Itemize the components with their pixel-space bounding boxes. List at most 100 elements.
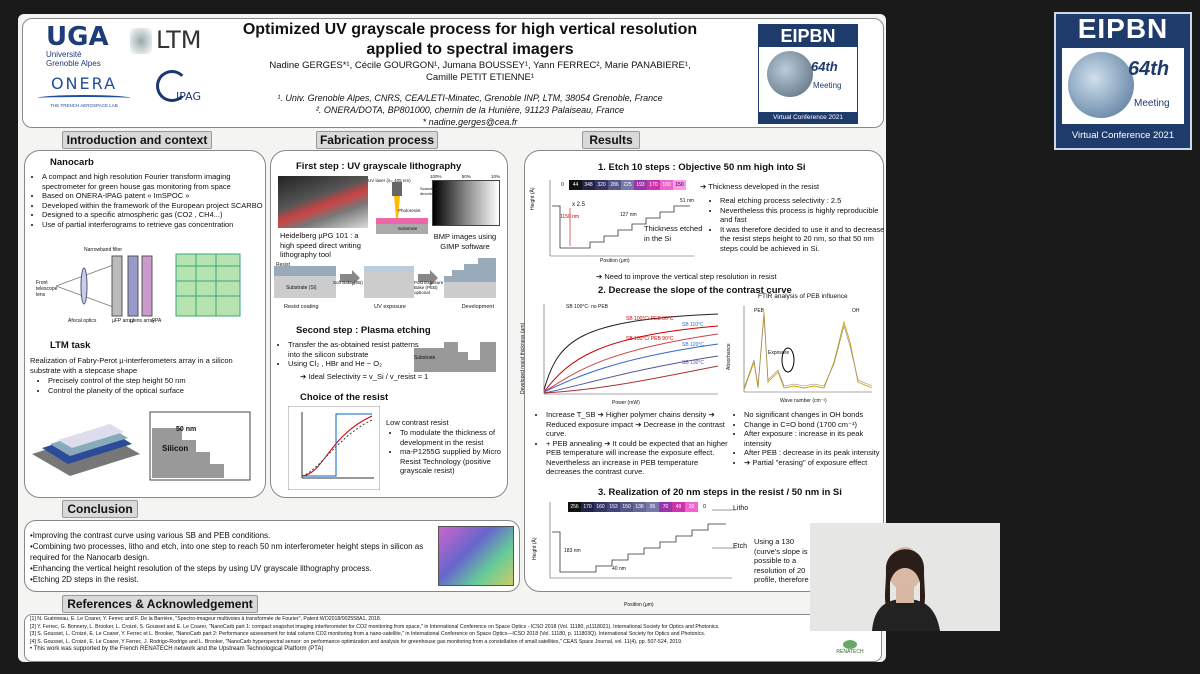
affil-line-2: ². ONERA/DOTA, BP801000, chemin de la Hu…: [315, 105, 625, 115]
section-results-heading: Results: [582, 131, 640, 149]
title-line-1: Optimized UV grayscale process for high …: [242, 21, 698, 38]
r2-right-bullet: After PEB : decrease in its peak intensi…: [744, 448, 890, 458]
resist-choice-heading: Choice of the resist: [300, 392, 389, 403]
r3-chip: 170: [581, 502, 594, 512]
r1-annotation: x 2.5: [572, 202, 586, 208]
r3-text: Using a 130 (curve's slope is possible t…: [754, 537, 809, 584]
contrast-series-figure: [528, 300, 724, 404]
r1-x-axis-label: Position (µm): [600, 258, 630, 264]
section-intro-heading: Introduction and context: [62, 131, 212, 149]
acknowledgement: • This work was supported by the French …: [30, 646, 324, 652]
r1-bullets: Real etching process selectivity : 2.5 N…: [708, 196, 886, 253]
gray-level: 10%: [490, 174, 500, 179]
renatech-mark: [843, 640, 857, 649]
bmp-gradient-image: [432, 180, 500, 226]
globe-icon: [1068, 52, 1134, 118]
globe-icon: [767, 51, 813, 97]
r1-chip: 150: [673, 180, 686, 190]
photoresist-label: Photoresist: [398, 208, 421, 213]
selectivity-formula: ➔ Ideal Selectivity = v_Si / v_resist ≈ …: [300, 372, 429, 381]
r3-profile-figure: [536, 498, 736, 584]
instrument-diagram: [55, 253, 241, 317]
reference-item: [1] N. Guérineau, E. Le Coarer, Y. Ferre…: [30, 616, 382, 622]
r2-left-bullets: Increase T_SB ➔ Higher polymer chains de…: [534, 410, 732, 477]
r3-x-axis-label: Position (µm): [624, 602, 654, 608]
eipbn-poster-logo: EIPBN 64th Meeting Virtual Conference 20…: [758, 24, 858, 124]
ftir-exposure-label: Exposure: [768, 350, 790, 356]
ltm-logo: LTM: [130, 26, 210, 66]
r1-bullet: It was therefore decided to use it and t…: [720, 225, 886, 254]
fig-label-fpa: FPA: [152, 318, 162, 324]
uga-sub2: Grenoble Alpes: [46, 59, 101, 68]
staircase-diagram: [32, 411, 251, 481]
scan-direction-label: Scanning direction: [420, 186, 437, 196]
r1-bullet: Nevertheless this process is highly repr…: [720, 206, 886, 225]
ltm-bullet: Control the planeity of the optical surf…: [48, 386, 268, 396]
r1-chip: 160: [660, 180, 673, 190]
fig-label-nbf: Narrowband filter: [84, 247, 123, 253]
r3-chip: 138: [633, 502, 646, 512]
eipbn-poster-number: 64th: [811, 59, 838, 74]
fig-label-upf: µFP array: [112, 318, 134, 324]
fig-label-front: Front telescope lens: [36, 280, 58, 298]
poster-title: Optimized UV grayscale process for high …: [220, 20, 720, 60]
gray-levels: 100% 50% 10%: [430, 174, 500, 179]
r2-y-axis-label: Developed resist thickness (µm): [520, 322, 526, 394]
ftir-peb-label: PEB: [754, 308, 765, 314]
r1-annotation: 127 nm: [620, 212, 637, 218]
results-r3-heading: 3. Realization of 20 nm steps in the res…: [598, 487, 842, 498]
ltm-bullet: Precisely control of the step height 50 …: [48, 376, 268, 386]
r3-chip: 153: [607, 502, 620, 512]
fab-step2-bullets: Transfer the as-obtained resist patterns…: [276, 340, 428, 369]
conclusion-2d-steps-image: [438, 526, 514, 586]
r1-chip: 225: [621, 180, 634, 190]
fig-label-afocal: Afocal optics: [68, 318, 97, 324]
onera-swoosh: [38, 95, 130, 101]
process-step-labels: Resist coating UV exposure Development: [284, 304, 494, 310]
r2-right-bullet: ➔ Partial "erasing" of exposure effect: [744, 458, 890, 468]
r1-chip: 170: [647, 180, 660, 190]
r3-profile-chart: [549, 502, 736, 579]
step-height-label: 50 nm: [176, 426, 197, 433]
r1-bullet: Real etching process selectivity : 2.5: [720, 196, 886, 206]
eipbn-overlay-logo: EIPBN 64th Meeting Virtual Conference 20…: [1054, 12, 1192, 150]
heidelberg-caption: Heidelberg µPG 101 : a high speed direct…: [280, 231, 361, 259]
nanocarb-instrument-figure: [36, 246, 256, 330]
speaker-video: [810, 523, 1000, 631]
eipbn-overlay-number: 64th: [1128, 58, 1170, 80]
r2-series-label: SB 130°C: [682, 360, 705, 366]
ipag-logo-mark: [156, 70, 188, 102]
r3-chip: 49: [672, 502, 685, 512]
conclusion-item: •Enhancing the vertical height resolutio…: [30, 564, 372, 573]
resist-label: Resist: [276, 262, 290, 268]
r2-left-bullet: + PEB annealing ➔ It could be expected t…: [546, 439, 732, 477]
r1-chip-row: 0 44 348 320 286 225 193 170 160 150: [556, 180, 686, 190]
eipbn-overlay-meeting: Meeting: [1134, 98, 1170, 109]
onera-logo-sub: THE FRENCH AEROSPACE LAB: [50, 103, 118, 108]
r1-chip: 193: [634, 180, 647, 190]
r3-chip: 150: [620, 502, 633, 512]
ltm-bullets: Precisely control of the step height 50 …: [36, 376, 268, 395]
intro-bullet: Based on ONERA-IPAG patent « ImSPOC »: [42, 191, 266, 201]
conclusion-item: •Combining two processes, litho and etch…: [30, 542, 424, 562]
r2-right-bullet: Change in C=O bond (1700 cm⁻¹): [744, 420, 890, 430]
ltm-task-text: Realization of Fabry-Perot µ-interferome…: [30, 356, 233, 375]
eipbn-poster-meeting: Meeting: [813, 81, 842, 90]
conclusion-list: •Improving the contrast curve using vari…: [30, 530, 434, 585]
resist-text: Low contrast resist: [386, 418, 449, 427]
eipbn-poster-footer: Virtual Conference 2021: [759, 112, 857, 123]
ipag-logo-text: IPAG: [176, 90, 202, 103]
resist-bullet: ma-P1255G supplied by Micro Resist Techn…: [400, 447, 514, 476]
reference-item: [4] S. Gousset, L. Croizé, E. Le Coarer,…: [30, 638, 683, 645]
process-step-label: Development: [461, 304, 494, 310]
ftir-chart: [743, 306, 873, 393]
contrast-curve-figure: [287, 405, 381, 491]
intro-bullet: Designed to a specific atmospheric gas (…: [42, 210, 266, 220]
authors-line-2: Camille PETIT ETIENNE¹: [425, 72, 535, 83]
r3-chip: 256: [568, 502, 581, 512]
renatech-text: RENATECH: [836, 649, 864, 655]
eipbn-overlay-name: EIPBN: [1077, 13, 1169, 44]
substrate-fig-label: Substrate: [414, 355, 436, 361]
r1-thickness-label: ➔ Thickness developed in the resist: [700, 182, 820, 191]
substrate-si-label: Substrate (Si): [286, 285, 317, 291]
